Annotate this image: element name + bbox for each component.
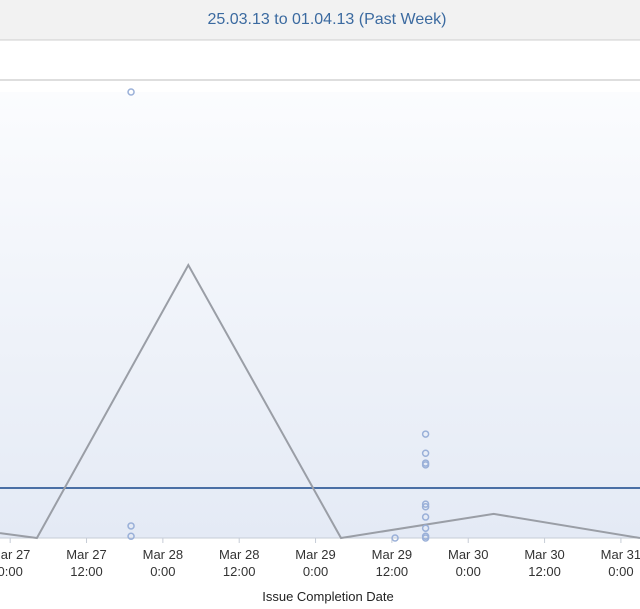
point — [421, 513, 430, 521]
chart-title: 25.03.13 to 01.04.13 (Past Week) — [208, 11, 447, 28]
x-tick-label: Mar 27 — [0, 547, 30, 562]
x-tick-label: Mar 28 — [219, 547, 259, 562]
x-tick-label: Mar 30 — [448, 547, 488, 562]
x-tick-label: Mar 31 — [601, 547, 640, 562]
x-tick-label: 0:00 — [0, 564, 23, 579]
point — [127, 88, 135, 96]
line — [0, 262, 640, 540]
x-tick-label: 12:00 — [376, 564, 409, 579]
point — [421, 524, 430, 532]
x-tick-label: 0:00 — [456, 564, 481, 579]
point — [421, 503, 430, 511]
point — [391, 534, 399, 542]
x-tick-label: Mar 30 — [524, 547, 564, 562]
x-tick-label: Mar 27 — [66, 547, 106, 562]
x-tick-label: Mar 29 — [372, 547, 412, 562]
x-tick-label: 12:00 — [223, 564, 256, 579]
x-tick-label: 12:00 — [70, 564, 103, 579]
plot-area — [0, 92, 640, 538]
x-tick-label: Mar 29 — [295, 547, 335, 562]
point — [127, 522, 135, 530]
point — [421, 461, 430, 469]
x-tick-label: 0:00 — [303, 564, 328, 579]
header-bar — [0, 0, 640, 40]
point — [127, 532, 135, 540]
x-tick-label: Mar 28 — [143, 547, 183, 562]
x-tick-label: 0:00 — [150, 564, 175, 579]
x-axis-title: Issue Completion Date — [262, 589, 394, 604]
x-tick-label: 12:00 — [528, 564, 561, 579]
point — [421, 534, 430, 542]
point — [421, 500, 430, 508]
point — [421, 430, 430, 438]
point — [421, 449, 430, 458]
x-tick-label: 0:00 — [608, 564, 633, 579]
